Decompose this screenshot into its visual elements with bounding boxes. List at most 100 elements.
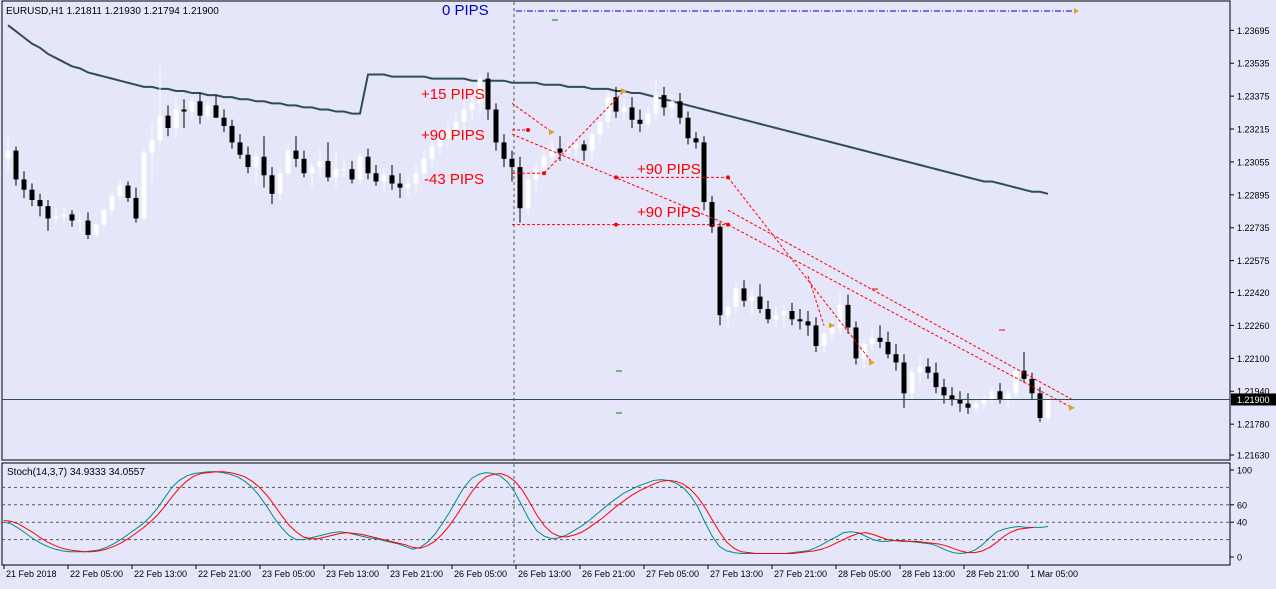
candle xyxy=(909,366,915,400)
candle xyxy=(757,284,763,314)
candle-body xyxy=(773,315,779,320)
candle xyxy=(781,304,787,328)
candle-body xyxy=(445,130,451,139)
candle-body xyxy=(29,189,35,200)
candle xyxy=(845,294,851,334)
arrow-marker xyxy=(829,322,835,329)
candle xyxy=(981,395,987,410)
candle xyxy=(461,101,467,133)
candle xyxy=(581,140,587,161)
arrow-marker xyxy=(549,129,555,136)
candle-body xyxy=(53,216,59,219)
candle xyxy=(1013,366,1019,398)
candle xyxy=(933,362,939,394)
trade-point xyxy=(726,175,730,180)
candle-body xyxy=(845,304,851,328)
candle-body xyxy=(373,173,379,182)
candle-body xyxy=(301,158,307,174)
candle xyxy=(925,358,931,379)
candle-body xyxy=(237,142,243,155)
trade-line xyxy=(807,275,825,326)
candle-body xyxy=(837,304,843,328)
time-axis-label: 26 Feb 05:00 xyxy=(454,569,507,579)
time-axis-label: 28 Feb 13:00 xyxy=(902,569,955,579)
candle xyxy=(301,150,307,178)
candle xyxy=(1045,393,1051,423)
candle-body xyxy=(581,144,587,151)
candle xyxy=(101,208,107,227)
time-axis-label: 22 Feb 21:00 xyxy=(198,569,251,579)
price-axis-label: 1.23375 xyxy=(1237,92,1270,102)
candle xyxy=(317,148,323,178)
time-axis-label: 28 Feb 05:00 xyxy=(838,569,891,579)
candle-body xyxy=(341,169,347,171)
candle-body xyxy=(469,103,475,110)
candle-body xyxy=(917,366,923,373)
price-axis-label: 1.22420 xyxy=(1237,288,1270,298)
candle xyxy=(365,148,371,180)
candle-body xyxy=(965,403,971,408)
candle xyxy=(949,387,955,406)
arrow-marker xyxy=(869,359,875,366)
candle-body xyxy=(397,183,403,188)
time-axis-label: 22 Feb 05:00 xyxy=(70,569,123,579)
candle-body xyxy=(277,173,283,194)
candle-body xyxy=(429,146,435,159)
candle-body xyxy=(933,372,939,388)
candle xyxy=(421,150,427,180)
pips-label: 0 PIPS xyxy=(442,2,489,19)
candle-body xyxy=(189,101,195,112)
candle-body xyxy=(21,179,27,190)
candle xyxy=(389,165,395,190)
candle xyxy=(349,160,355,184)
candle-body xyxy=(477,78,483,104)
candle xyxy=(597,117,603,143)
candle xyxy=(765,300,771,324)
pips-label: -43 PIPS xyxy=(424,171,484,188)
candle-body xyxy=(317,160,323,168)
candle-body xyxy=(925,366,931,373)
candle xyxy=(357,152,363,186)
candle xyxy=(325,142,331,182)
price-axis-label: 1.23535 xyxy=(1237,59,1270,69)
candle xyxy=(973,397,979,414)
candle-body xyxy=(269,175,275,194)
candle xyxy=(589,132,595,159)
candle xyxy=(677,93,683,124)
candle xyxy=(197,93,203,124)
candle xyxy=(45,199,51,231)
candle xyxy=(157,66,163,147)
candle-body xyxy=(309,167,315,174)
candle-body xyxy=(821,333,827,346)
price-axis-label: 1.22100 xyxy=(1237,354,1270,364)
candle xyxy=(709,195,715,233)
time-axis-label: 21 Feb 2018 xyxy=(6,569,57,579)
candle-body xyxy=(957,399,963,404)
candle xyxy=(293,136,299,168)
candle xyxy=(125,181,131,203)
candle-body xyxy=(637,119,643,124)
candle xyxy=(29,183,35,207)
candle-body xyxy=(565,148,571,153)
price-axis-label: 1.21630 xyxy=(1237,451,1270,461)
candle xyxy=(229,119,235,149)
candle-body xyxy=(245,154,251,168)
candle-body xyxy=(181,109,187,112)
candle-body xyxy=(365,156,371,174)
time-axis-label: 27 Feb 05:00 xyxy=(646,569,699,579)
candle xyxy=(333,150,339,188)
candle xyxy=(821,327,827,353)
candle xyxy=(1037,387,1043,423)
candle-body xyxy=(93,224,99,235)
arrow-marker xyxy=(1074,8,1079,14)
stochastic-axis-label: 60 xyxy=(1237,500,1247,510)
candle-body xyxy=(557,148,563,153)
candle xyxy=(261,136,267,188)
candle xyxy=(341,158,347,178)
stochastic-panel-frame xyxy=(1,462,1231,566)
candle-body xyxy=(949,395,955,400)
candle xyxy=(277,169,283,200)
candle-body xyxy=(989,391,995,400)
